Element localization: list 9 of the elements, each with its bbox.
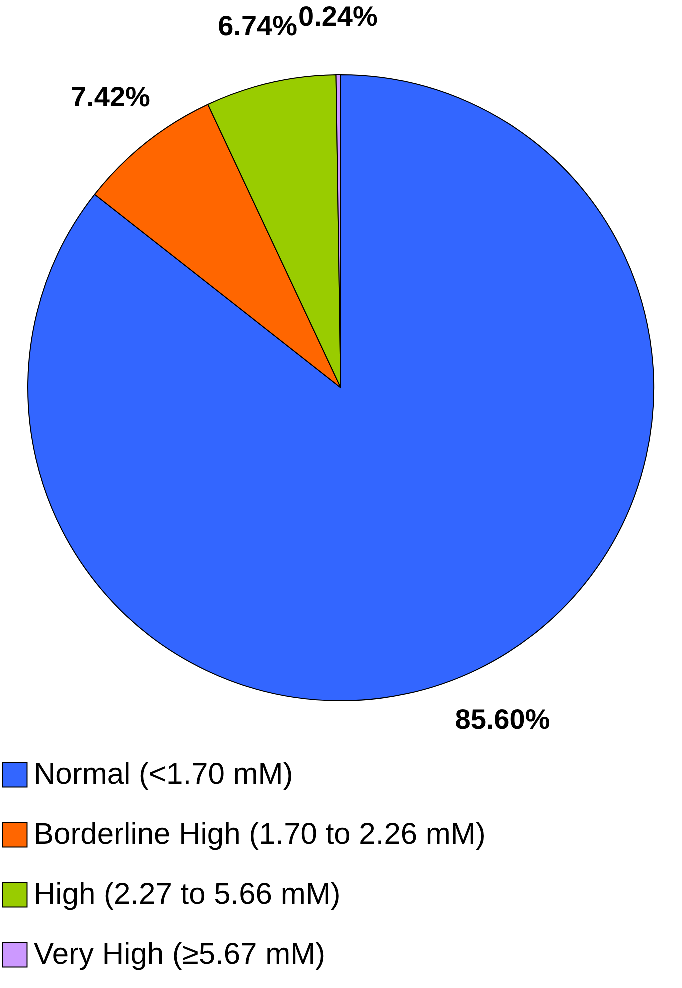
data-label: 0.24% bbox=[298, 1, 378, 32]
data-label: 6.74% bbox=[218, 10, 298, 42]
data-label: 7.42% bbox=[71, 81, 151, 112]
legend-label: Normal (<1.70 mM) bbox=[34, 758, 294, 791]
legend-label: Borderline High (1.70 to 2.26 mM) bbox=[34, 818, 486, 851]
data-label: 85.60% bbox=[455, 704, 550, 735]
legend-label: High (2.27 to 5.66 mM) bbox=[34, 878, 341, 911]
pie-slice bbox=[28, 74, 654, 701]
legend-label: Very High (≥5.67 mM) bbox=[34, 938, 326, 971]
